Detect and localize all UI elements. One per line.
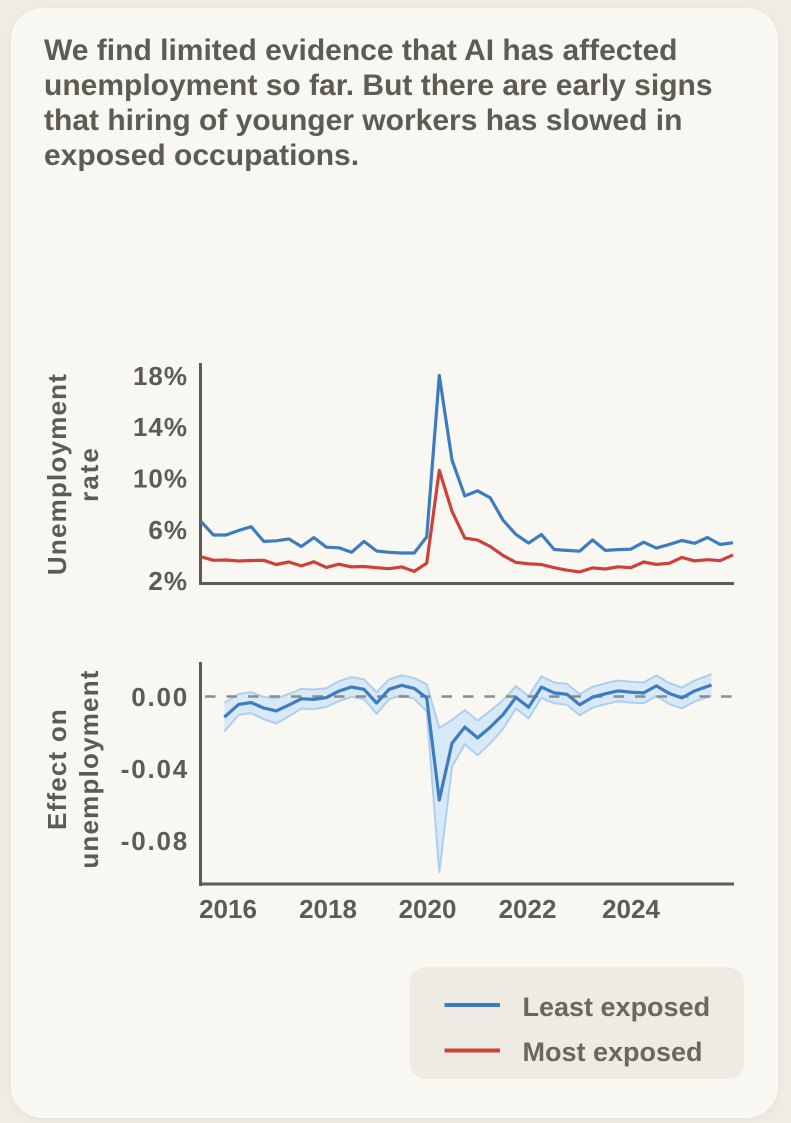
svg-text:rate: rate: [74, 446, 104, 502]
svg-text:Effect on: Effect on: [42, 708, 72, 830]
svg-text:2022: 2022: [499, 894, 557, 924]
svg-text:2024: 2024: [602, 894, 660, 924]
svg-text:0.00: 0.00: [131, 682, 189, 712]
svg-text:Least exposed: Least exposed: [523, 992, 711, 1022]
svg-text:2%: 2%: [148, 566, 188, 596]
svg-text:unemployment: unemployment: [74, 669, 104, 868]
svg-text:2020: 2020: [399, 894, 457, 924]
svg-text:6%: 6%: [148, 515, 188, 545]
svg-text:Unemployment: Unemployment: [42, 373, 72, 575]
svg-text:2018: 2018: [299, 894, 357, 924]
svg-text:14%: 14%: [133, 412, 188, 442]
svg-text:18%: 18%: [133, 361, 188, 391]
svg-text:2016: 2016: [199, 894, 257, 924]
svg-text:Most exposed: Most exposed: [523, 1037, 703, 1067]
svg-text:-0.04: -0.04: [121, 754, 189, 784]
svg-text:10%: 10%: [133, 464, 188, 494]
svg-text:-0.08: -0.08: [121, 826, 189, 856]
